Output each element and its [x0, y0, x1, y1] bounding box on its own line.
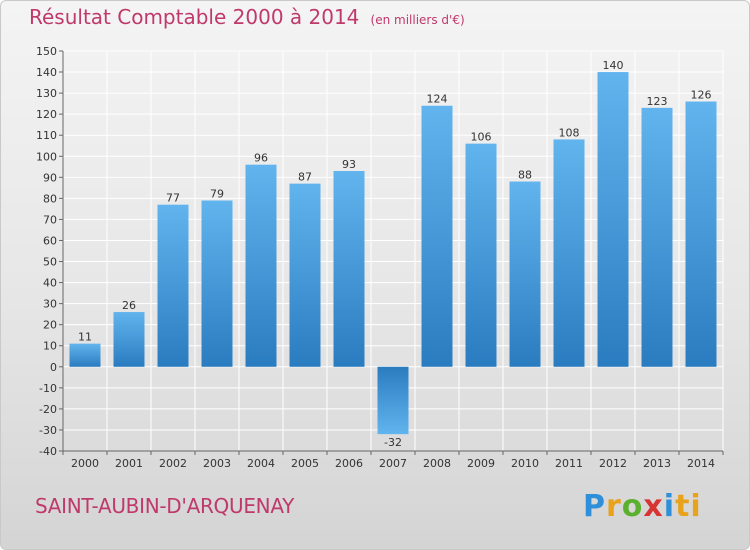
- axes: [59, 50, 724, 455]
- y-tick-label: -10: [39, 382, 57, 395]
- x-tick-label: 2014: [687, 457, 715, 470]
- y-tick-label: 90: [43, 171, 57, 184]
- y-tick-label: 140: [36, 66, 57, 79]
- data-label: 11: [78, 331, 92, 344]
- logo-letter: i: [663, 489, 676, 524]
- x-tick-label: 2005: [291, 457, 319, 470]
- y-tick-label: 150: [36, 45, 57, 58]
- x-tick-label: 2001: [115, 457, 143, 470]
- x-tick-label: 2004: [247, 457, 275, 470]
- x-tick-label: 2007: [379, 457, 407, 470]
- data-label: 96: [254, 152, 268, 165]
- data-label: 126: [691, 89, 712, 102]
- bar-2007: [377, 366, 409, 435]
- labels: -40 -30 -20 -10 0 10 20 30 40 50 60 70 80 90 100 110 120…: [36, 45, 715, 470]
- bar-2008: [421, 105, 453, 367]
- logo-letter: ti: [675, 489, 702, 524]
- data-label: 108: [559, 126, 580, 139]
- logo-letter: x: [643, 489, 664, 524]
- x-tick-label: 2013: [643, 457, 671, 470]
- y-tick-label: 70: [43, 213, 57, 226]
- x-tick-label: 2010: [511, 457, 539, 470]
- y-tick-label: 50: [43, 256, 57, 269]
- y-tick-label: 120: [36, 108, 57, 121]
- x-tick-label: 2011: [555, 457, 583, 470]
- y-tick-label: 20: [43, 319, 57, 332]
- data-label: 88: [518, 169, 532, 182]
- y-tick-label: 60: [43, 234, 57, 247]
- y-tick-label: 100: [36, 150, 57, 163]
- y-tick-label: -20: [39, 403, 57, 416]
- x-tick-label: 2008: [423, 457, 451, 470]
- bar-2000: [69, 343, 101, 367]
- data-label: 106: [471, 131, 492, 144]
- title-row: Résultat Comptable 2000 à 2014 (en milli…: [29, 5, 465, 29]
- x-tick-label: 2002: [159, 457, 187, 470]
- x-tick-label: 2012: [599, 457, 627, 470]
- bar-2013: [641, 107, 673, 367]
- bars: [69, 72, 717, 435]
- bar-2009: [465, 143, 497, 367]
- x-tick-label: 2009: [467, 457, 495, 470]
- commune-name: SAINT-AUBIN-D'ARQUENAY: [35, 494, 295, 518]
- y-tick-label: -30: [39, 424, 57, 437]
- y-tick-label: 0: [50, 361, 57, 374]
- data-label: 124: [427, 93, 448, 106]
- data-label: 87: [298, 171, 312, 184]
- y-tick-label: 40: [43, 277, 57, 290]
- data-label: 140: [603, 59, 624, 72]
- x-tick-label: 2003: [203, 457, 231, 470]
- data-label: -32: [384, 436, 402, 449]
- y-tick-label: 130: [36, 87, 57, 100]
- logo-letter: o: [621, 489, 644, 524]
- y-tick-label: 10: [43, 340, 57, 353]
- y-tick-label: 30: [43, 298, 57, 311]
- bar-2006: [333, 171, 365, 367]
- y-tick-label: -40: [39, 445, 57, 458]
- bar-2012: [597, 72, 629, 367]
- data-label: 93: [342, 158, 356, 171]
- y-tick-label: 80: [43, 192, 57, 205]
- proxiti-logo: Proxiti: [583, 489, 702, 524]
- logo-letter: r: [606, 489, 622, 524]
- bar-2001: [113, 312, 145, 367]
- bar-2014: [685, 101, 717, 367]
- bar-2005: [289, 183, 321, 367]
- chart-title: Résultat Comptable 2000 à 2014: [29, 5, 360, 29]
- bar-2004: [245, 164, 277, 367]
- y-tick-label: 110: [36, 129, 57, 142]
- x-tick-label: 2000: [71, 457, 99, 470]
- bar-2003: [201, 200, 233, 367]
- data-label: 79: [210, 187, 224, 200]
- chart-unit-label: (en milliers d'€): [370, 13, 465, 27]
- data-label: 123: [647, 95, 668, 108]
- bar-2011: [553, 139, 585, 367]
- bar-2002: [157, 204, 189, 367]
- logo-letter: P: [583, 489, 606, 524]
- x-tick-label: 2006: [335, 457, 363, 470]
- data-label: 26: [122, 299, 136, 312]
- data-label: 77: [166, 192, 180, 205]
- bar-2010: [509, 181, 541, 367]
